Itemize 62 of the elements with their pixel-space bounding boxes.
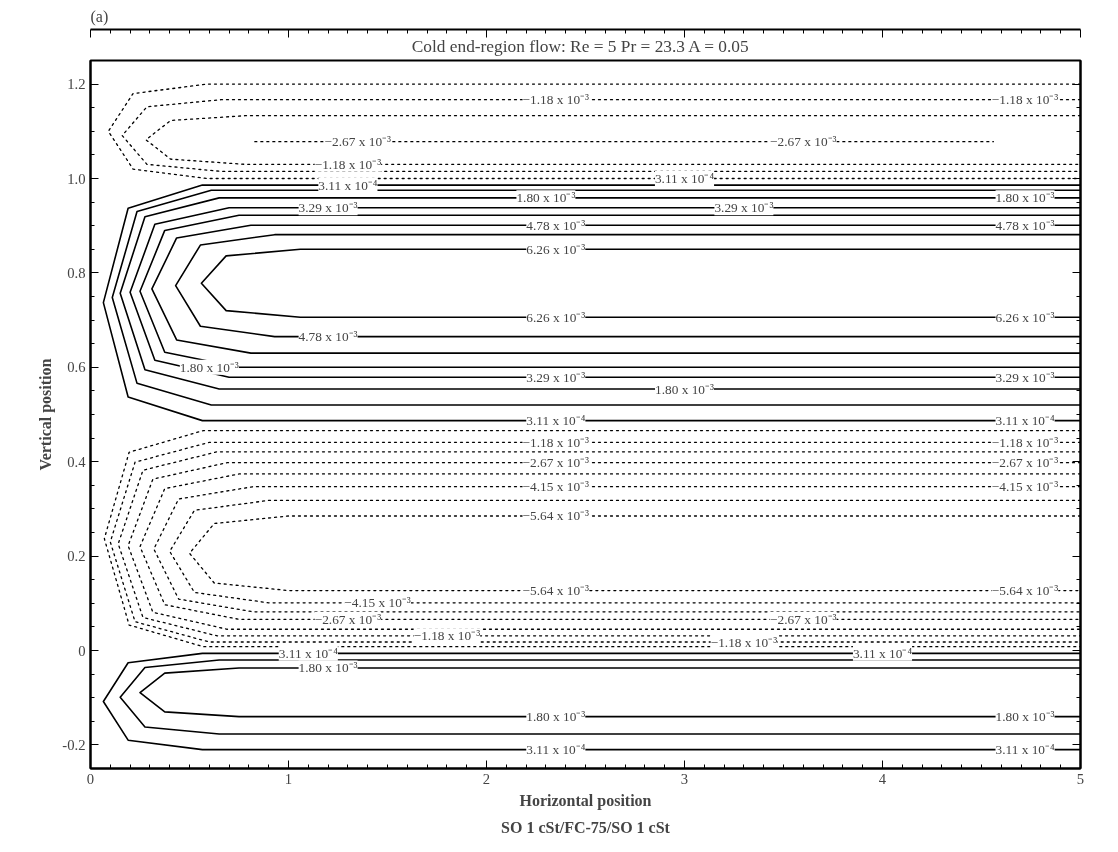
annotation: 3.11 x 10⁻⁴ xyxy=(318,177,378,193)
annotation: 3.11 x 10⁻⁴ xyxy=(278,645,339,661)
y-tick-label: 0.2 xyxy=(67,548,86,565)
annotation: 4.78 x 10⁻³ xyxy=(526,217,586,233)
text: (a) xyxy=(90,7,109,26)
annotation: −1.18 x 10⁻³ xyxy=(710,634,778,650)
annotation: 3.11 x 10⁻⁴ xyxy=(995,413,1055,429)
y-tick-label: 1.2 xyxy=(67,76,86,93)
annotation: −1.18 x 10⁻³ xyxy=(413,628,481,644)
y-tick-label: 0.8 xyxy=(67,264,86,281)
y-tick-label: 0.4 xyxy=(67,453,87,470)
annotation: −2.67 x 10⁻³ xyxy=(770,134,837,150)
chart-title: Cold end-region flow: Re = 5 Pr = 23.3 A = 0.05 xyxy=(411,36,749,56)
annotation: 6.26 x 10⁻³ xyxy=(526,241,586,257)
annotation: 3.29 x 10⁻³ xyxy=(995,369,1055,385)
annotation: 3.11 x 10⁻⁴ xyxy=(526,413,586,429)
annotation: −1.18 x 10⁻³ xyxy=(991,434,1059,450)
annotation: 1.80 x 10⁻³ xyxy=(655,381,714,397)
x-tick-label: 2 xyxy=(482,770,491,787)
y-tick-label: 0 xyxy=(78,642,86,659)
annotation: 3.29 x 10⁻³ xyxy=(298,200,358,216)
annotation: 1.80 x 10⁻³ xyxy=(516,190,576,206)
annotation: 3.11 x 10⁻⁴ xyxy=(526,742,586,758)
y-axis-title: Vertical position xyxy=(37,358,56,471)
annotation: 1.80 x 10⁻³ xyxy=(179,359,239,375)
annotation: 6.26 x 10⁻³ xyxy=(995,309,1055,325)
annotation: 3.29 x 10⁻³ xyxy=(714,200,774,216)
annotation: 1.80 x 10⁻³ xyxy=(526,709,586,725)
x-axis-title: Horizontal position xyxy=(519,791,652,810)
annotation: 4.78 x 10⁻³ xyxy=(298,329,358,345)
x-tick-label: 3 xyxy=(680,770,689,787)
y-tick-label: 0.6 xyxy=(67,359,86,376)
annotation: 3.11 x 10⁻⁴ xyxy=(654,171,715,186)
annotation: 1.80 x 10⁻³ xyxy=(298,660,358,676)
y-tick-label: 1.0 xyxy=(67,170,86,187)
annotation: 1.80 x 10⁻³ xyxy=(995,190,1055,206)
annotation: −2.67 x 10⁻³ xyxy=(770,611,837,627)
annotation: 1.80 x 10⁻³ xyxy=(995,709,1055,725)
annotation: −2.67 x 10⁻³ xyxy=(314,611,382,627)
annotation: −1.18 x 10⁻³ xyxy=(314,156,382,172)
y-tick-label: -0.2 xyxy=(62,736,86,753)
annotation: −1.18 x 10⁻³ xyxy=(522,92,590,108)
annotation: 3.29 x 10⁻³ xyxy=(526,369,586,385)
x-tick-label: 1 xyxy=(284,770,293,787)
annotation: −4.15 x 10⁻³ xyxy=(344,595,411,611)
annotation: −4.15 x 10⁻³ xyxy=(522,479,590,495)
x-tick-label: 5 xyxy=(1076,770,1085,787)
annotation: −2.67 x 10⁻³ xyxy=(324,134,392,150)
annotation: 3.11 x 10⁻⁴ xyxy=(995,742,1055,758)
annotation: −5.64 x 10⁻³ xyxy=(522,583,590,599)
annotation: −5.64 x 10⁻³ xyxy=(991,583,1059,599)
annotation: 4.78 x 10⁻³ xyxy=(995,217,1055,233)
annotation: −1.18 x 10⁻³ xyxy=(522,434,590,450)
annotation: −1.18 x 10⁻³ xyxy=(991,92,1059,108)
annotation: −5.64 x 10⁻³ xyxy=(522,508,590,524)
annotation: −2.67 x 10⁻³ xyxy=(522,455,590,471)
annotation: −2.67 x 10⁻³ xyxy=(991,455,1059,471)
annotation: 6.26 x 10⁻³ xyxy=(526,309,586,325)
x-tick-label: 4 xyxy=(878,770,887,787)
text: SO 1 cSt/FC-75/SO 1 cSt xyxy=(501,818,671,836)
annotation: −4.15 x 10⁻³ xyxy=(991,479,1059,495)
annotation: 3.11 x 10⁻⁴ xyxy=(852,645,913,661)
